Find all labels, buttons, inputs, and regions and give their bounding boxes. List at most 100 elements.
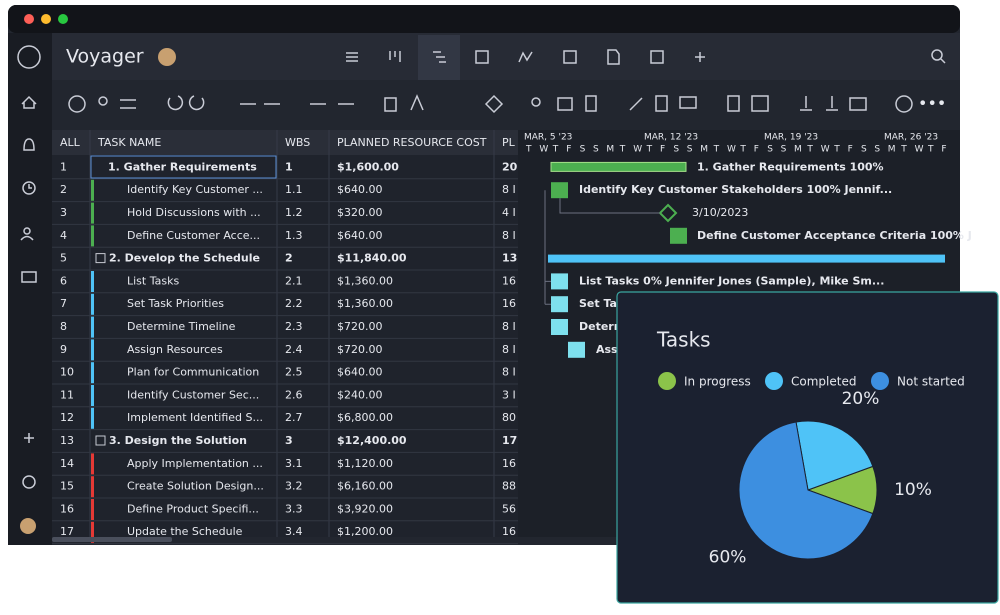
day-label: T <box>525 145 532 155</box>
logo <box>17 45 41 69</box>
table-cell: 1.3 <box>285 229 303 242</box>
task-bar <box>670 227 687 244</box>
table-cell: $1,360.00 <box>337 274 393 287</box>
table-body <box>52 155 518 537</box>
row-color-strip <box>91 271 94 292</box>
selected-cell <box>90 155 277 179</box>
table-cell: 8 I <box>502 343 516 356</box>
pie-slice <box>795 420 874 491</box>
table-cell: $6,800.00 <box>337 411 393 424</box>
column-header: PLANNED RESOURCE COST <box>337 136 487 149</box>
table-cell: $640.00 <box>337 366 383 379</box>
table-cell: 2 <box>60 183 67 196</box>
task-bar <box>551 319 568 335</box>
table-cell: $320.00 <box>337 206 383 219</box>
table-cell: 3.3 <box>285 502 303 515</box>
milestone <box>658 203 678 223</box>
table-cell: 4 <box>60 229 67 242</box>
legend-swatch <box>658 372 676 390</box>
table-cell: 17 <box>502 434 517 447</box>
row-color-strip <box>91 362 94 384</box>
row-color-strip <box>91 476 94 498</box>
day-label: S <box>767 145 773 155</box>
day-label: S <box>781 145 787 155</box>
pie-chart: In progress Completed Not started 10% 20% 60% <box>658 372 965 567</box>
task-bar <box>551 182 568 199</box>
day-label: T <box>713 145 720 155</box>
row-color-strip <box>91 385 94 406</box>
column-header: TASK NAME <box>97 136 161 149</box>
table-cell: 3 I <box>502 388 516 401</box>
day-label: T <box>552 145 559 155</box>
table-header <box>52 130 518 155</box>
legend-label: Not started <box>897 375 965 389</box>
sidebar-icons[interactable] <box>20 95 37 489</box>
table-cell: 10 <box>60 366 74 379</box>
table-cell: 20 <box>502 160 518 173</box>
table-cell: 17 <box>60 525 74 538</box>
table-cell: 8 <box>60 320 67 333</box>
table-cell: 5 <box>60 252 67 265</box>
table-cell: $640.00 <box>337 229 383 242</box>
day-label: S <box>874 145 880 155</box>
sidebar <box>8 33 52 545</box>
scrollbar[interactable] <box>52 537 172 542</box>
table-cell: 1 <box>60 160 67 173</box>
day-label: T <box>646 145 653 155</box>
table-cell: List Tasks <box>127 274 179 287</box>
table-cell: 9 <box>60 343 67 356</box>
table-cell: Define Product Specifi... <box>127 502 259 515</box>
table-cell: 12 <box>60 411 74 424</box>
user-avatar[interactable] <box>20 518 36 534</box>
collapse-toggle <box>95 253 106 264</box>
row-color-strip <box>91 499 94 520</box>
more-icon[interactable]: ••• <box>918 94 946 113</box>
minimize-button[interactable] <box>41 14 51 24</box>
toolbar-icons[interactable] <box>68 94 913 114</box>
summary-bar <box>550 161 687 172</box>
table-cell: 14 <box>60 457 74 470</box>
project-title: Voyager <box>66 46 144 68</box>
row-color-strip <box>91 293 94 315</box>
table-cell: $1,120.00 <box>337 457 393 470</box>
table-cell: 1 <box>285 160 293 173</box>
table-cell: Hold Discussions with ... <box>127 206 261 219</box>
table-cell: Set Task Priorities <box>127 297 224 310</box>
view-tabs[interactable] <box>346 49 946 65</box>
gantt-label: Identify Key Customer Stakeholders 100% … <box>579 183 892 196</box>
day-label: S <box>687 145 693 155</box>
day-label: M <box>794 145 802 155</box>
row-color-strip <box>91 225 94 247</box>
table-cell: 7 <box>60 297 67 310</box>
day-label: F <box>566 145 571 155</box>
close-button[interactable] <box>24 14 34 24</box>
day-label: T <box>900 145 907 155</box>
gantt-label: Define Customer Acceptance Criteria 100%… <box>697 229 972 242</box>
column-header: PL <box>502 136 516 149</box>
row-color-strip <box>91 453 94 475</box>
table-cell: 4 I <box>502 206 516 219</box>
column-header: WBS <box>285 136 310 149</box>
table-cell: Determine Timeline <box>127 320 236 333</box>
table-cell: 1.2 <box>285 206 303 219</box>
day-label: T <box>739 145 746 155</box>
table-cell: 2.1 <box>285 274 303 287</box>
slice-label: 20% <box>842 389 880 409</box>
row-color-strip <box>91 339 94 361</box>
week-label: MAR, 26 '23 <box>884 133 938 143</box>
day-label: W <box>821 145 830 155</box>
table-cell: Assign Resources <box>127 343 223 356</box>
day-label: S <box>580 145 586 155</box>
day-label: W <box>539 145 548 155</box>
day-label: F <box>660 145 665 155</box>
table-cell: 13 <box>60 434 74 447</box>
day-label: W <box>915 145 924 155</box>
table-cell: 8 I <box>502 229 516 242</box>
table-cell: $11,840.00 <box>337 252 407 265</box>
table-cell: 8 I <box>502 183 516 196</box>
day-label: W <box>633 145 642 155</box>
row-color-strip <box>91 202 94 224</box>
table-cell: 2.5 <box>285 366 303 379</box>
zoom-button[interactable] <box>58 14 68 24</box>
